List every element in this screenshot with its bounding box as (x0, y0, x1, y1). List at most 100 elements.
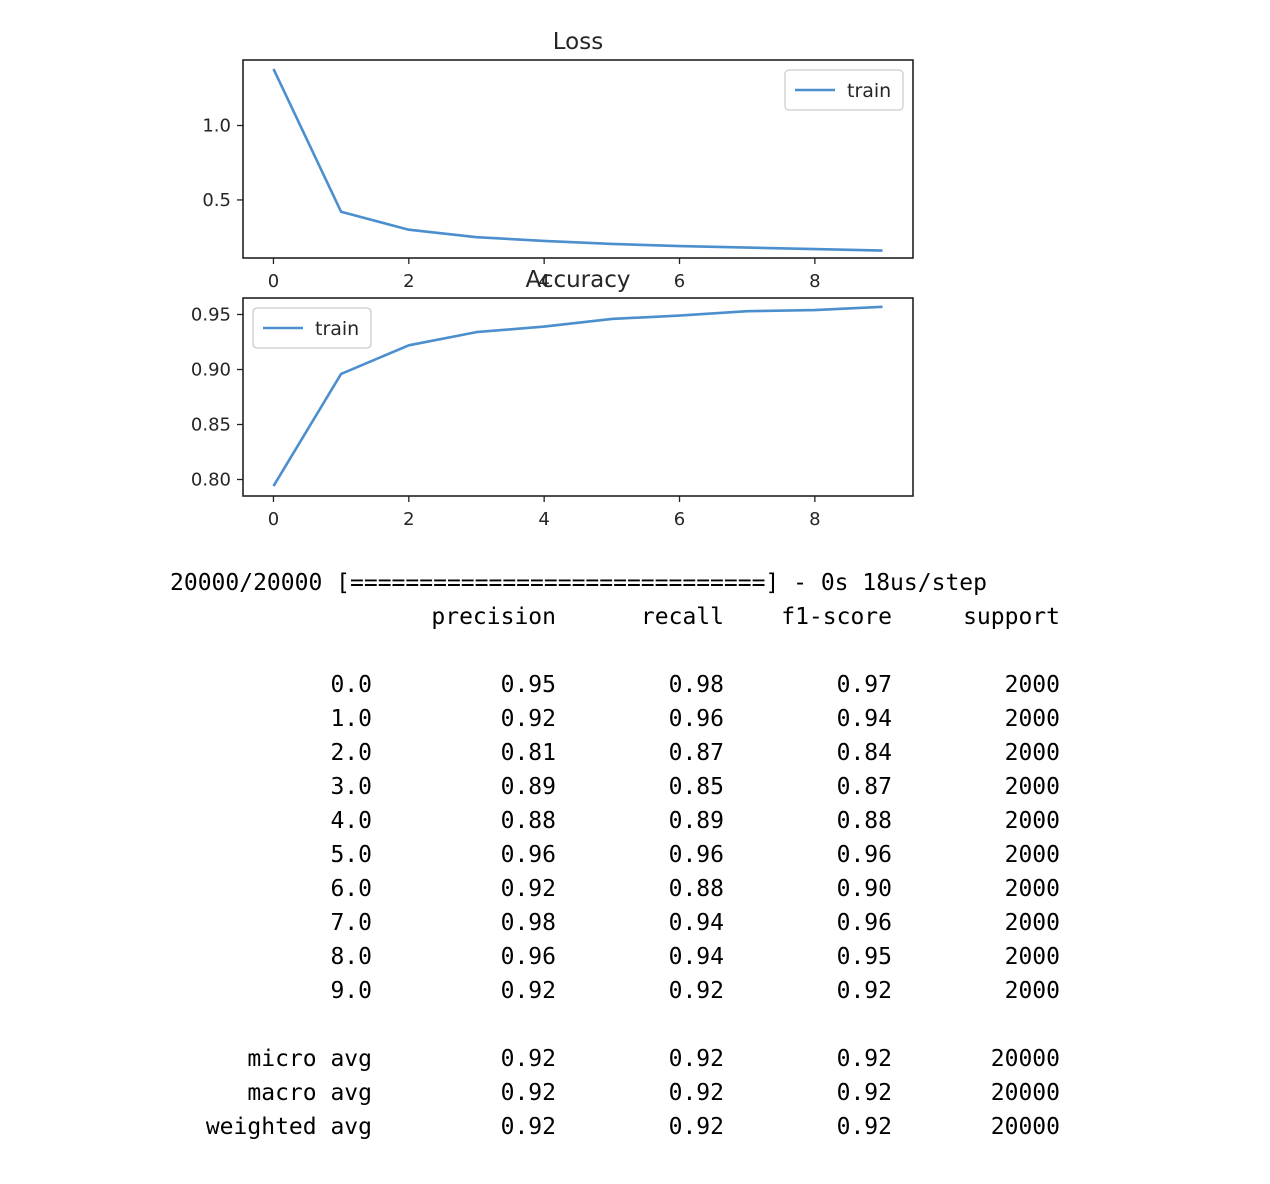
precision-cell: 0.98 (500, 910, 556, 936)
precision-cell: 0.92 (500, 978, 556, 1004)
header-f1-score: f1-score (781, 604, 892, 630)
recall-cell: 0.96 (668, 706, 724, 732)
report-header-row: precision recall f1-score support (0, 600, 1270, 634)
chart-1-legend-box (252, 307, 372, 349)
report-average-row: micro avg 0.92 0.92 0.92 20000 (0, 1042, 1270, 1076)
chart-0-legend-label: train (847, 80, 891, 102)
f1-score-cell: 0.96 (836, 842, 892, 868)
chart-0-legend-box (784, 69, 904, 111)
f1-score-cell: 0.97 (836, 672, 892, 698)
chart-1-y-tick-label: 0.90 (191, 360, 231, 381)
chart-1-y-tick-label: 0.85 (191, 415, 231, 436)
recall-cell: 0.85 (668, 774, 724, 800)
row-label: 8.0 (330, 944, 372, 970)
f1-score-cell: 0.92 (836, 978, 892, 1004)
classification-report: 20000/20000 [===========================… (0, 566, 1270, 1144)
chart-0-series-line (272, 68, 883, 252)
row-label: macro avg (247, 1080, 372, 1106)
row-label: 9.0 (330, 978, 372, 1004)
recall-cell: 0.92 (668, 1114, 724, 1140)
header-support: support (963, 604, 1060, 630)
chart-0-x-tick-label: 0 (268, 271, 279, 292)
report-class-rows: 0.0 0.95 0.98 0.97 2000 1.0 0.92 0.96 0.94 2000 2.… (0, 668, 1270, 1008)
f1-score-cell: 0.96 (836, 910, 892, 936)
f1-score-cell: 0.88 (836, 808, 892, 834)
support-cell: 2000 (1004, 876, 1060, 902)
recall-cell: 0.89 (668, 808, 724, 834)
recall-cell: 0.94 (668, 944, 724, 970)
report-row: 5.0 0.96 0.96 0.96 2000 (0, 838, 1270, 872)
header-precision: precision (431, 604, 556, 630)
row-label: 2.0 (330, 740, 372, 766)
support-cell: 20000 (990, 1080, 1060, 1106)
precision-cell: 0.92 (500, 706, 556, 732)
row-label: 0.0 (330, 672, 372, 698)
report-row: 4.0 0.88 0.89 0.88 2000 (0, 804, 1270, 838)
chart-0-x-tick-label: 8 (809, 271, 820, 292)
row-label: micro avg (247, 1046, 372, 1072)
recall-cell: 0.92 (668, 978, 724, 1004)
chart-1-x-tick-label: 0 (268, 509, 279, 530)
chart-0-axes-frame (242, 59, 914, 259)
row-label: 4.0 (330, 808, 372, 834)
report-row: 2.0 0.81 0.87 0.84 2000 (0, 736, 1270, 770)
chart-1-x-tick-label: 6 (674, 509, 685, 530)
chart-1-legend: train (252, 307, 372, 349)
precision-cell: 0.81 (500, 740, 556, 766)
blank-line (0, 1008, 1270, 1042)
support-cell: 20000 (990, 1114, 1060, 1140)
row-label: 5.0 (330, 842, 372, 868)
row-label: 1.0 (330, 706, 372, 732)
report-row: 1.0 0.92 0.96 0.94 2000 (0, 702, 1270, 736)
progress-text: 20000/20000 [===========================… (170, 570, 987, 596)
recall-cell: 0.88 (668, 876, 724, 902)
f1-score-cell: 0.94 (836, 706, 892, 732)
recall-cell: 0.96 (668, 842, 724, 868)
report-average-row: weighted avg 0.92 0.92 0.92 20000 (0, 1110, 1270, 1144)
report-row: 0.0 0.95 0.98 0.97 2000 (0, 668, 1270, 702)
f1-score-cell: 0.95 (836, 944, 892, 970)
chart-0-title: Loss (553, 29, 603, 55)
precision-cell: 0.96 (500, 842, 556, 868)
report-row: 3.0 0.89 0.85 0.87 2000 (0, 770, 1270, 804)
chart-1-x-tick-label: 8 (809, 509, 820, 530)
precision-cell: 0.92 (500, 1046, 556, 1072)
chart-1-x-tick-label: 2 (403, 509, 414, 530)
chart-0-legend: train (784, 69, 904, 111)
row-label: 3.0 (330, 774, 372, 800)
chart-0-x-tick-label: 6 (674, 271, 685, 292)
support-cell: 20000 (990, 1046, 1060, 1072)
support-cell: 2000 (1004, 740, 1060, 766)
recall-cell: 0.92 (668, 1046, 724, 1072)
precision-cell: 0.89 (500, 774, 556, 800)
chart-0-y-tick-label: 1.0 (202, 116, 231, 137)
chart-0-x-tick-label: 4 (538, 271, 549, 292)
chart-0-y-tick-label: 0.5 (202, 190, 231, 211)
header-recall: recall (640, 604, 724, 630)
row-label: weighted avg (205, 1114, 372, 1140)
support-cell: 2000 (1004, 808, 1060, 834)
blank-line (0, 634, 1270, 668)
chart-1-title: Accuracy (525, 267, 630, 293)
report-average-rows: micro avg 0.92 0.92 0.92 20000 macro avg 0.92 0… (0, 1042, 1270, 1144)
recall-cell: 0.92 (668, 1080, 724, 1106)
chart-1-axes-frame (242, 297, 914, 497)
report-row: 6.0 0.92 0.88 0.90 2000 (0, 872, 1270, 906)
chart-0-x-tick-label: 2 (403, 271, 414, 292)
support-cell: 2000 (1004, 672, 1060, 698)
training-charts: Loss 0 2 4 6 8 0.5 1.0 train Accuracy 0 2 4 6 8 0.80 0.8… (191, 29, 914, 530)
precision-cell: 0.88 (500, 808, 556, 834)
chart-1-x-tick-label: 4 (538, 509, 549, 530)
f1-score-cell: 0.92 (836, 1046, 892, 1072)
recall-cell: 0.87 (668, 740, 724, 766)
report-average-row: macro avg 0.92 0.92 0.92 20000 (0, 1076, 1270, 1110)
chart-1-y-tick-label: 0.80 (191, 470, 231, 491)
support-cell: 2000 (1004, 706, 1060, 732)
row-label: 7.0 (330, 910, 372, 936)
precision-cell: 0.92 (500, 1080, 556, 1106)
precision-cell: 0.92 (500, 876, 556, 902)
chart-1-series-line (272, 305, 883, 487)
f1-score-cell: 0.90 (836, 876, 892, 902)
f1-score-cell: 0.92 (836, 1080, 892, 1106)
report-row: 9.0 0.92 0.92 0.92 2000 (0, 974, 1270, 1008)
